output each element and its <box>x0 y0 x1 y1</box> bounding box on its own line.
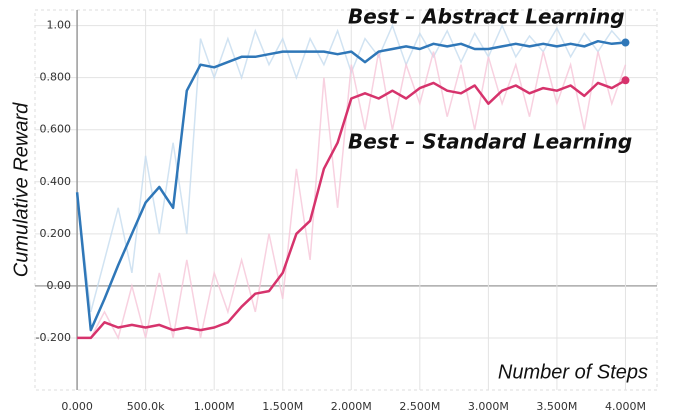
x-tick-label: 1.000M <box>194 400 235 413</box>
y-tick-label: 0.00 <box>47 279 72 292</box>
end-point <box>621 38 630 47</box>
x-tick-label: 1.500M <box>262 400 303 413</box>
x-tick-label: 2.000M <box>331 400 372 413</box>
y-tick-label: 0.200 <box>40 227 72 240</box>
series-line <box>75 39 626 332</box>
raw-line <box>77 51 627 340</box>
end-point <box>621 76 630 85</box>
plot-frame <box>34 9 658 391</box>
y-axis-title: Cumulative Reward <box>10 102 32 277</box>
y-tick-label: 0.800 <box>40 71 72 84</box>
y-tick-label: 1.00 <box>47 19 72 32</box>
x-tick-label: 0.000 <box>61 400 93 413</box>
x-tick-label: 2.500M <box>399 400 440 413</box>
x-tick-label: 3.000M <box>468 400 509 413</box>
series-label: Best – Standard Learning <box>348 130 632 154</box>
y-tick-label: 0.400 <box>40 175 72 188</box>
y-tick-label: -0.200 <box>36 331 71 344</box>
y-tick-label: 0.600 <box>40 123 72 136</box>
x-tick-label: 3.500M <box>536 400 577 413</box>
x-tick-label: 500.0k <box>127 400 165 413</box>
x-tick-label: 4.000M <box>605 400 646 413</box>
series-label: Best – Abstract Learning <box>348 5 625 29</box>
x-axis-title: Number of Steps <box>498 361 648 383</box>
series-line <box>77 79 627 340</box>
